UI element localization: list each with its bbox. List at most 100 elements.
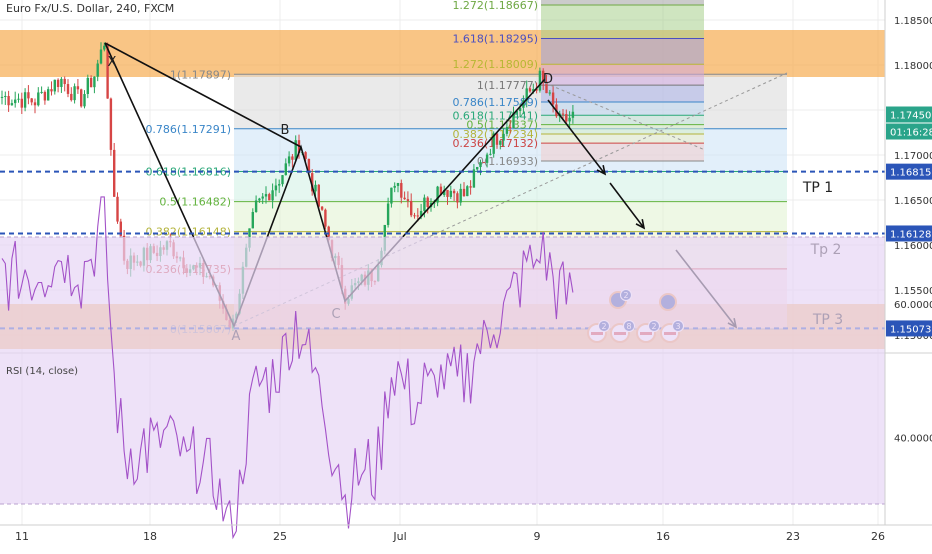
candle-body [452, 190, 456, 194]
candle-body [93, 76, 96, 88]
candle-body [532, 89, 535, 92]
y-tick-label: 1.15000 [894, 331, 932, 342]
candle-body [459, 188, 462, 203]
candle-body [80, 89, 83, 107]
y-tick-label: 1.16500 [894, 196, 932, 207]
candle-body [400, 183, 403, 198]
candle-body [20, 98, 23, 108]
arrow-line [547, 99, 606, 175]
candle-body [482, 162, 485, 164]
candle-body [284, 163, 287, 176]
candle-body [413, 215, 416, 217]
candle-body [320, 206, 324, 210]
candle-body [294, 140, 297, 160]
candle-body [535, 89, 538, 91]
candle-body [33, 102, 37, 106]
arrow-line [609, 182, 645, 229]
x-tick-label: 11 [15, 530, 29, 543]
candle-body [86, 77, 89, 95]
candle-body [456, 193, 459, 203]
projection-line [544, 82, 706, 151]
fib-level-label: 1(1.17777) [477, 79, 538, 92]
fib-level-label: 1(1.17897) [170, 68, 231, 81]
candle-body [551, 92, 555, 105]
candle-body [40, 91, 43, 93]
fib-level-label: 0.786(1.17291) [145, 123, 231, 136]
candle-body [291, 156, 294, 160]
candle-body [509, 127, 512, 129]
candle-body [499, 140, 502, 145]
candle-body [258, 198, 261, 201]
x-tick-label: 23 [786, 530, 800, 543]
price-tag [886, 225, 932, 242]
price-tag [886, 163, 932, 180]
x-tick-label: Jul [392, 530, 406, 543]
arrow-head [635, 219, 646, 230]
candle-body [7, 95, 10, 106]
rsi-band [0, 237, 885, 504]
y-tick-label: 1.15500 [894, 286, 932, 297]
candle-body [505, 127, 509, 134]
candle-body [476, 167, 479, 170]
fib-zone [541, 38, 704, 65]
target-label: TP 1 [802, 180, 833, 196]
candle-body [14, 99, 17, 104]
candle-body [56, 79, 60, 87]
candle-body [261, 196, 264, 199]
candle-body [439, 186, 443, 196]
pattern-point-label: B [281, 123, 290, 138]
candle-body [73, 86, 76, 101]
candle-body [525, 88, 528, 101]
candle-body [495, 133, 499, 145]
fib-level-label: 0.236(1.17132) [452, 137, 538, 150]
candle-body [76, 86, 80, 90]
candle-body [268, 194, 271, 201]
arrow-head [596, 165, 607, 176]
candle-body [99, 49, 103, 64]
candle-body [43, 91, 47, 101]
fib-zone [541, 64, 704, 86]
chart-title: Euro Fx/U.S. Dollar, 240, FXCM [6, 2, 175, 15]
fib-zone [541, 133, 704, 144]
rsi-label: RSI (14, close) [6, 366, 79, 377]
x-tick-label: 9 [534, 530, 541, 543]
candle-body [116, 196, 119, 222]
price-tag [886, 320, 932, 337]
fib-level-label: 0.5(1.17337) [466, 119, 538, 132]
fib-level-label: 0.382(1.16148) [145, 226, 231, 239]
candle-body [393, 185, 396, 188]
candle-body [403, 197, 406, 200]
candle-body [386, 203, 390, 225]
rsi-tick-label: 40.0000 [894, 433, 932, 444]
candle-body [109, 98, 113, 150]
candle-body [304, 152, 307, 159]
fib-zone [541, 115, 704, 125]
candle-body [446, 189, 449, 197]
fib-level-label: 0.5(1.16482) [159, 196, 231, 209]
resistance-zone [0, 30, 885, 77]
fib-zone [541, 85, 704, 102]
candle-body [436, 186, 439, 203]
candle-body [485, 154, 489, 163]
fib-level-label: 1.272(1.18009) [452, 58, 538, 71]
price-tag-label: 1.17450 [890, 111, 931, 122]
trend-line [233, 72, 788, 327]
candle-body [406, 199, 410, 201]
candle-body [278, 184, 281, 186]
price-tag [886, 123, 932, 140]
candle-body [23, 92, 27, 108]
candle-body [307, 158, 311, 174]
candle-body [419, 210, 423, 216]
candle-body [571, 111, 575, 118]
fib-zone [541, 4, 704, 39]
candle-body [83, 94, 86, 107]
candle-body [27, 92, 30, 99]
candle-body [314, 184, 317, 192]
candle-body [568, 117, 571, 122]
rsi-tick-label: 60.0000 [894, 300, 932, 311]
candle-body [60, 78, 63, 87]
pattern-point-label: D [543, 72, 553, 87]
price-tag [886, 106, 932, 123]
